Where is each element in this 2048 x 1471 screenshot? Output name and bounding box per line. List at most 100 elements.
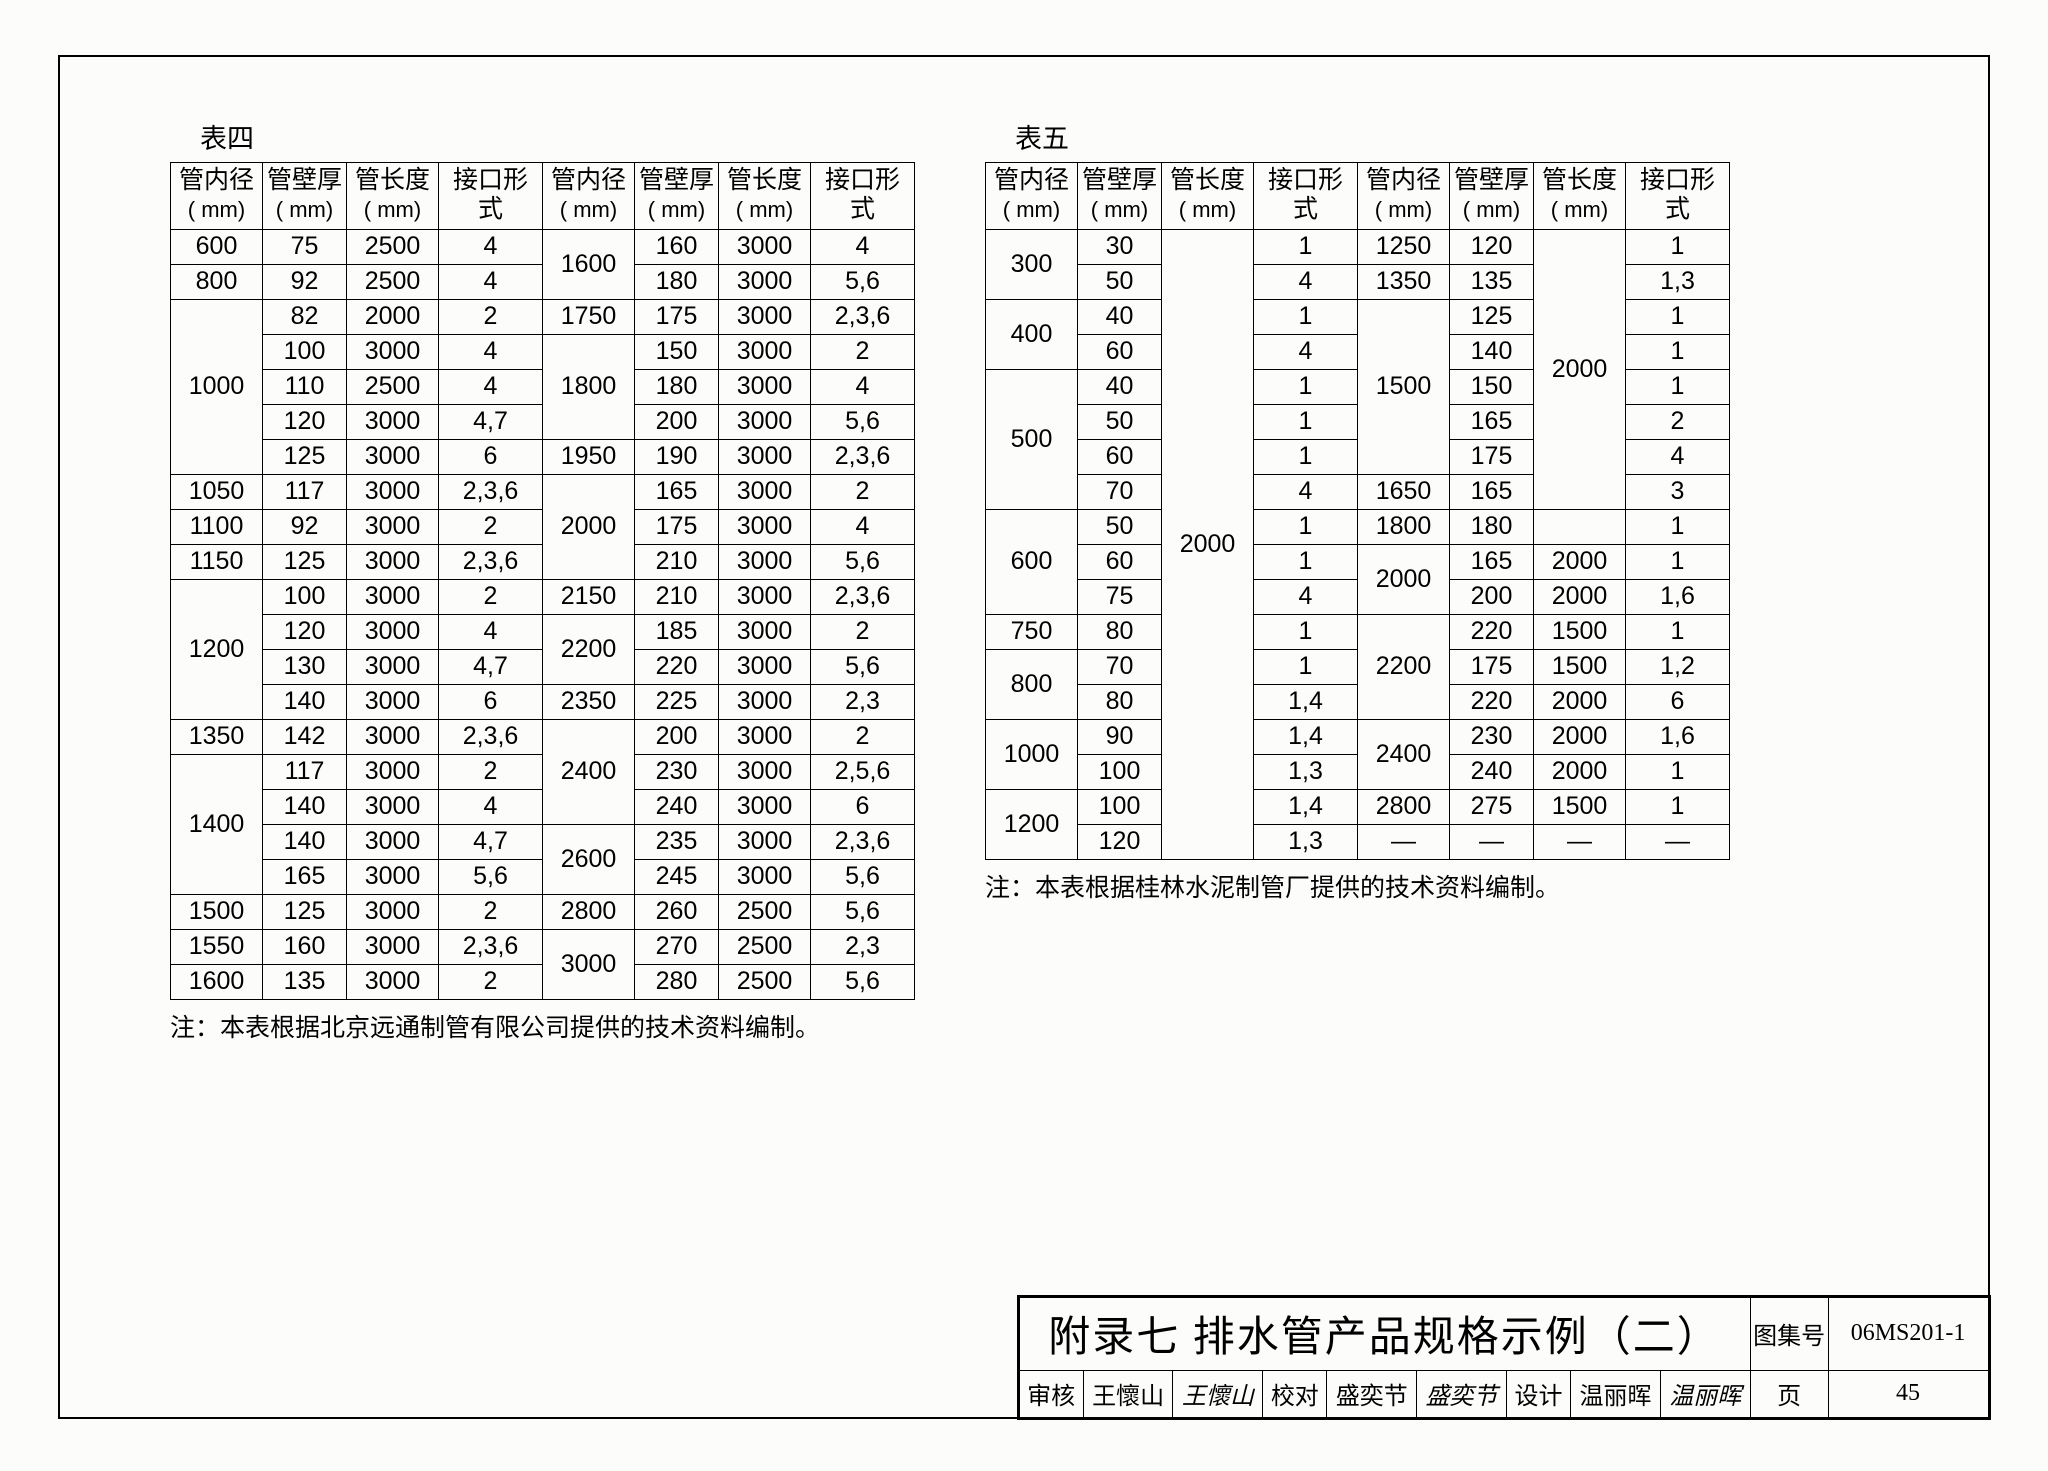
table-cell: 3000 bbox=[719, 439, 811, 474]
table-cell: 4 bbox=[439, 369, 543, 404]
table-cell: 2600 bbox=[543, 824, 635, 894]
table-cell: 4 bbox=[439, 334, 543, 369]
table-cell: 4 bbox=[811, 509, 915, 544]
table-row: 12030004220018530002 bbox=[171, 614, 915, 649]
table-cell: 400 bbox=[986, 299, 1078, 369]
table-cell: 1350 bbox=[1358, 264, 1450, 299]
table-cell: 90 bbox=[1078, 719, 1162, 754]
table-cell: 165 bbox=[1450, 404, 1534, 439]
table-cell: 1,6 bbox=[1626, 719, 1730, 754]
table-cell: 4 bbox=[1254, 474, 1358, 509]
table-cell: 4 bbox=[1254, 579, 1358, 614]
table-cell: 40 bbox=[1078, 299, 1162, 334]
table-cell: 120 bbox=[263, 404, 347, 439]
table-cell: 2 bbox=[811, 719, 915, 754]
table-cell: 230 bbox=[1450, 719, 1534, 754]
table-cell: 1,4 bbox=[1254, 719, 1358, 754]
table-cell: 82 bbox=[263, 299, 347, 334]
table-cell: 2800 bbox=[1358, 789, 1450, 824]
table-cell: 40 bbox=[1078, 369, 1162, 404]
table-row: 1201,3———— bbox=[986, 824, 1730, 859]
table-cell: 5,6 bbox=[811, 404, 915, 439]
table-cell: 3000 bbox=[543, 929, 635, 999]
table-cell: 120 bbox=[263, 614, 347, 649]
table-row: 1000901,4240023020001,6 bbox=[986, 719, 1730, 754]
table-cell: 5,6 bbox=[811, 649, 915, 684]
table-row: 12001001,4280027515001 bbox=[986, 789, 1730, 824]
table-row: 150012530002280026025005,6 bbox=[171, 894, 915, 929]
table-cell: 120 bbox=[1078, 824, 1162, 859]
table-cell: 3000 bbox=[347, 684, 439, 719]
table-cell: 4 bbox=[1254, 264, 1358, 299]
table-cell: 1750 bbox=[543, 299, 635, 334]
table-cell: 2 bbox=[439, 754, 543, 789]
table-cell: 4,7 bbox=[439, 404, 543, 439]
table-cell: 2500 bbox=[347, 369, 439, 404]
table-cell: 2,3,6 bbox=[811, 299, 915, 334]
table-cell: 2,3,6 bbox=[811, 824, 915, 859]
table-cell: 100 bbox=[263, 579, 347, 614]
table-cell: 2500 bbox=[347, 229, 439, 264]
table-cell: 165 bbox=[1450, 544, 1534, 579]
reviewer-signature: 王懷山 bbox=[1173, 1370, 1263, 1417]
table-cell: 1,3 bbox=[1626, 264, 1730, 299]
table-cell: 140 bbox=[1450, 334, 1534, 369]
table-cell: 3000 bbox=[347, 859, 439, 894]
table-cell: 2,3,6 bbox=[439, 719, 543, 754]
table-cell: 2,3 bbox=[811, 684, 915, 719]
table-cell: 60 bbox=[1078, 334, 1162, 369]
table4: 管内径( mm)管壁厚( mm)管长度( mm)接口形式管内径( mm)管壁厚(… bbox=[170, 162, 915, 1000]
table-cell: 117 bbox=[263, 474, 347, 509]
table-cell: 6 bbox=[811, 789, 915, 824]
table-cell: 130 bbox=[263, 649, 347, 684]
table-cell: 2,3,6 bbox=[439, 929, 543, 964]
table5-note: 注：本表根据桂林水泥制管厂提供的技术资料编制。 bbox=[985, 868, 1730, 904]
table-cell: 70 bbox=[1078, 474, 1162, 509]
table-cell: 3000 bbox=[347, 614, 439, 649]
table-cell: 135 bbox=[1450, 264, 1534, 299]
table-cell: 1 bbox=[1254, 439, 1358, 474]
table-row: 14030004,7260023530002,3,6 bbox=[171, 824, 915, 859]
table-cell: 600 bbox=[171, 229, 263, 264]
table-cell: 1500 bbox=[171, 894, 263, 929]
table-cell: 175 bbox=[635, 299, 719, 334]
table-cell: 125 bbox=[263, 439, 347, 474]
table-cell: 1500 bbox=[1534, 614, 1626, 649]
table-cell: 1800 bbox=[543, 334, 635, 439]
table-cell: 3000 bbox=[347, 334, 439, 369]
table-cell: 2,3 bbox=[811, 929, 915, 964]
table-cell: 2200 bbox=[543, 614, 635, 684]
table-cell: 5,6 bbox=[811, 894, 915, 929]
table-cell: 50 bbox=[1078, 404, 1162, 439]
reviewer-name: 王懷山 bbox=[1083, 1370, 1173, 1417]
table-cell: 200 bbox=[635, 719, 719, 754]
table-cell: 2000 bbox=[1534, 579, 1626, 614]
table-cell: 30 bbox=[1078, 229, 1162, 264]
table-cell: 4,7 bbox=[439, 824, 543, 859]
table-cell bbox=[1534, 509, 1626, 544]
table-cell: 3000 bbox=[719, 334, 811, 369]
table-cell: 2000 bbox=[1534, 544, 1626, 579]
table-cell: 2400 bbox=[543, 719, 635, 824]
table-cell: 3000 bbox=[719, 614, 811, 649]
table-row: 3003020001125012020001 bbox=[986, 229, 1730, 264]
table-cell: 1 bbox=[1626, 334, 1730, 369]
table-cell: 200 bbox=[1450, 579, 1534, 614]
table-cell: 2500 bbox=[719, 929, 811, 964]
table-cell: 160 bbox=[263, 929, 347, 964]
table-cell: 210 bbox=[635, 579, 719, 614]
table-cell: 2 bbox=[811, 334, 915, 369]
table-row: 105011730002,3,6200016530002 bbox=[171, 474, 915, 509]
table-row: 750801220022015001 bbox=[986, 614, 1730, 649]
table-cell: 180 bbox=[635, 369, 719, 404]
table-cell: 2000 bbox=[543, 474, 635, 579]
table-cell: 2800 bbox=[543, 894, 635, 929]
column-header: 管壁厚( mm) bbox=[1078, 163, 1162, 230]
table-cell: 210 bbox=[635, 544, 719, 579]
table-cell: 175 bbox=[1450, 439, 1534, 474]
table-cell: 100 bbox=[1078, 789, 1162, 824]
table-cell: 165 bbox=[1450, 474, 1534, 509]
table-row: 155016030002,3,6300027025002,3 bbox=[171, 929, 915, 964]
table-cell: 1 bbox=[1626, 754, 1730, 789]
table-cell: 125 bbox=[263, 894, 347, 929]
